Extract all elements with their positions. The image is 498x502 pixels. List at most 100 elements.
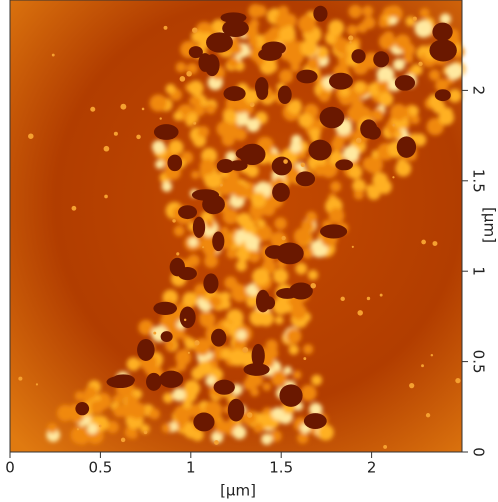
x-tick-label: 1.5 xyxy=(269,459,293,477)
particle xyxy=(121,438,125,442)
particle xyxy=(283,159,288,164)
network-strand xyxy=(278,6,289,17)
particle xyxy=(426,413,430,417)
network-strand xyxy=(314,165,325,176)
particle xyxy=(186,71,192,77)
particle xyxy=(383,445,387,449)
network-strand xyxy=(155,160,164,169)
network-strand xyxy=(178,349,191,362)
network-strand xyxy=(354,82,366,94)
particle xyxy=(356,138,362,144)
particle xyxy=(90,107,95,112)
particle xyxy=(184,319,186,321)
network-strand xyxy=(152,140,165,153)
network-strand xyxy=(258,311,273,326)
network-strand xyxy=(429,69,440,80)
x-tick-label: 2 xyxy=(367,459,377,477)
network-hole xyxy=(265,245,285,259)
network-strand xyxy=(379,96,388,105)
network-hole xyxy=(112,374,135,385)
particle xyxy=(180,76,186,82)
particle xyxy=(144,430,148,434)
network-strand xyxy=(371,109,383,121)
network-hole xyxy=(146,373,162,391)
network-strand xyxy=(298,113,312,127)
network-strand xyxy=(289,345,299,355)
particle xyxy=(409,383,414,388)
network-hole xyxy=(206,32,233,52)
network-strand xyxy=(420,8,430,18)
particle xyxy=(99,425,102,428)
network-strand xyxy=(362,157,376,171)
network-strand xyxy=(184,380,201,397)
network-strand xyxy=(236,330,247,341)
network-strand xyxy=(215,420,229,434)
network-strand xyxy=(237,213,251,227)
network-strand xyxy=(306,211,317,222)
particle xyxy=(142,108,145,111)
network-strand xyxy=(162,423,172,433)
x-tick-label: 0.5 xyxy=(88,459,112,477)
network-hole xyxy=(178,205,197,219)
y-tick-label: 1 xyxy=(470,266,488,276)
x-tick-label: 0 xyxy=(5,459,15,477)
network-strand xyxy=(408,106,418,116)
network-strand xyxy=(279,69,293,83)
particle xyxy=(72,206,77,211)
particle xyxy=(301,163,305,167)
network-hole xyxy=(276,288,298,299)
network-hole xyxy=(223,86,245,101)
network-hole xyxy=(217,159,235,173)
particle xyxy=(421,240,426,245)
network-strand xyxy=(47,423,57,433)
particle xyxy=(421,364,424,367)
particle xyxy=(214,440,219,445)
network-strand xyxy=(319,91,330,102)
network-strand xyxy=(206,104,216,114)
page: [μm] [μm] 00.511.5200.511.52 (() => { co… xyxy=(0,0,498,502)
network-strand xyxy=(266,340,278,352)
particle xyxy=(303,357,306,360)
network-strand xyxy=(394,131,402,139)
network-strand xyxy=(195,32,207,44)
network-strand xyxy=(128,429,138,439)
chart: [μm] [μm] 00.511.5200.511.52 xyxy=(0,0,498,502)
network-strand xyxy=(176,361,186,371)
network-hole xyxy=(432,23,452,42)
particle xyxy=(193,122,196,125)
network-strand xyxy=(286,328,302,344)
particle xyxy=(104,195,108,199)
network-strand xyxy=(311,375,322,386)
network-strand xyxy=(199,312,215,328)
network-strand xyxy=(200,159,216,175)
network-strand xyxy=(349,5,362,18)
network-hole xyxy=(159,371,183,388)
network-hole xyxy=(429,39,456,61)
particle xyxy=(136,135,141,140)
network-strand xyxy=(257,219,265,227)
network-strand xyxy=(138,320,153,335)
network-hole xyxy=(351,49,365,63)
network-strand xyxy=(188,80,203,95)
network-strand xyxy=(308,270,318,280)
network-strand xyxy=(173,111,182,120)
particle xyxy=(349,41,351,43)
network-strand xyxy=(290,99,301,110)
network-hole xyxy=(189,46,203,58)
network-hole xyxy=(256,83,268,99)
network-strand xyxy=(162,181,173,192)
network-strand xyxy=(234,128,247,141)
network-hole xyxy=(272,183,290,202)
particle xyxy=(114,132,118,136)
network-strand xyxy=(275,316,284,325)
network-strand xyxy=(197,361,212,376)
network-strand xyxy=(263,382,271,390)
network-hole xyxy=(320,224,347,238)
network-strand xyxy=(246,164,259,177)
particle xyxy=(418,62,422,66)
network-hole xyxy=(178,267,197,280)
network-hole xyxy=(304,413,327,429)
network-strand xyxy=(113,405,125,417)
particle xyxy=(176,252,179,255)
particle xyxy=(202,246,204,248)
